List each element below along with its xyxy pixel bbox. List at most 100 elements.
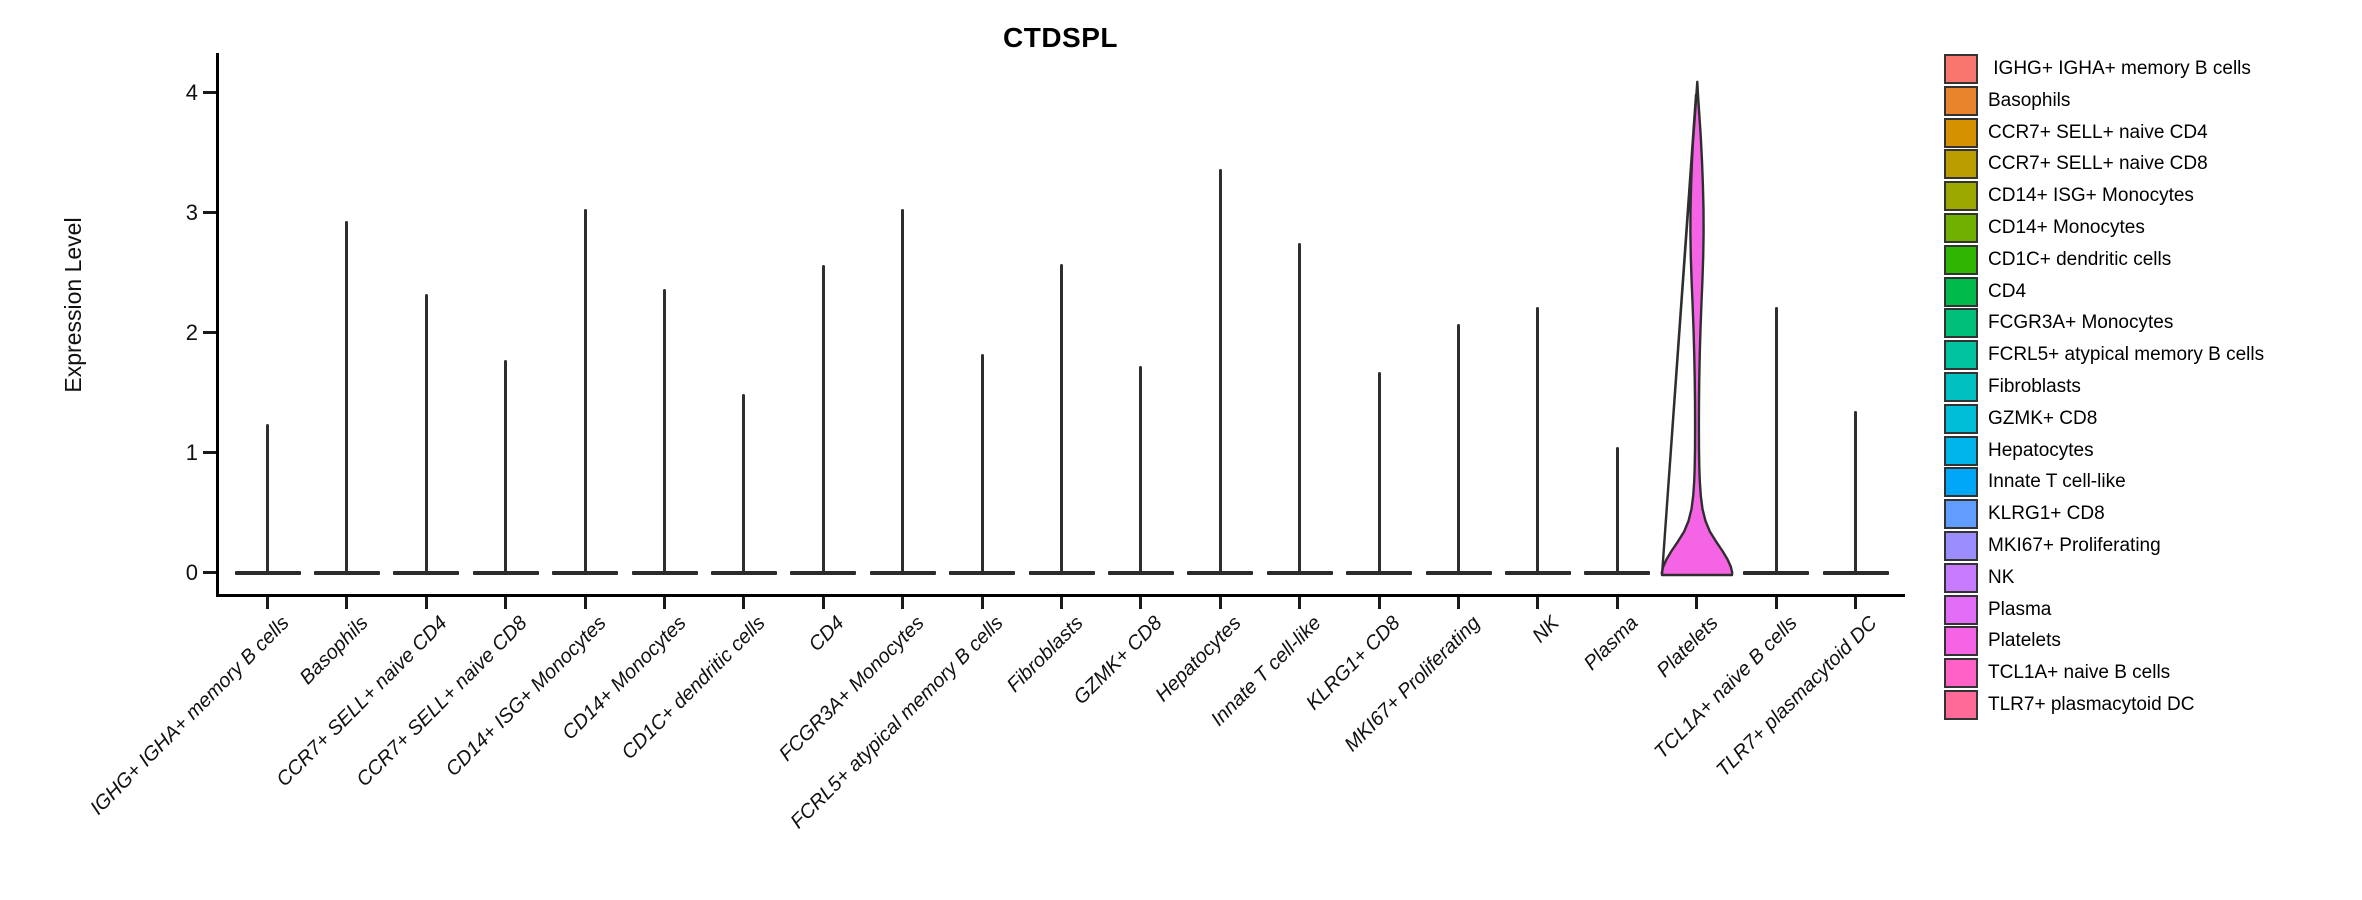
x-tick-mark [1695,597,1699,609]
violin-zero-bar [393,570,460,575]
violin-max-spike [1218,169,1222,573]
x-tick-mark [1774,597,1778,609]
legend-item-label: FCGR3A+ Monocytes [1988,312,2174,334]
legend-item-label: TCL1A+ naive B cells [1988,662,2171,684]
y-axis-line [216,53,219,596]
legend-swatch [1944,244,1978,275]
legend-item-label: IGHG+ IGHA+ memory B cells [1988,58,2251,79]
legend-swatch [1944,626,1978,657]
y-tick-label: 2 [185,319,198,345]
violin-platelets-shape [1660,80,1734,577]
y-tick-label: 1 [185,439,198,465]
legend-item-label: Innate T cell-like [1988,471,2126,493]
violin-zero-bar [472,570,539,575]
legend-swatch [1944,181,1978,212]
violin-max-spike [1615,446,1619,573]
violin-max-spike [1854,410,1857,573]
legend-item-label: KLRG1+ CD8 [1988,503,2105,525]
y-tick-label: 4 [185,79,198,105]
violin-zero-bar [1028,570,1095,575]
violin-zero-bar [1584,570,1651,575]
legend-item-label: CD14+ Monocytes [1988,217,2145,238]
legend-swatch [1944,117,1978,148]
x-tick-mark [345,597,349,609]
violin-platelets [1660,80,1734,577]
legend-item-label: NK [1988,566,2015,588]
violin-max-spike [1377,372,1381,573]
y-tick-mark [203,571,216,574]
x-tick-mark [504,597,508,609]
y-tick-mark [203,91,216,94]
x-tick-mark [1218,597,1222,609]
legend-item-label: CD1C+ dendritic cells [1988,248,2172,270]
legend-swatch [1944,54,1978,84]
violin-max-spike [345,220,349,573]
legend-swatch [1944,213,1978,243]
legend-item-label: MKI67+ Proliferating [1988,535,2161,556]
violin-zero-bar [631,570,698,575]
legend-swatch [1944,658,1978,689]
legend-swatch [1944,690,1978,720]
x-tick-mark [583,597,587,609]
legend-swatch [1944,435,1978,466]
x-axis-line [216,594,1905,597]
violin-max-spike [583,208,587,573]
x-tick-label: IGHG+ IGHA+ memory B cells [81,612,294,824]
x-tick-mark [1298,597,1302,609]
x-tick-mark [663,597,666,609]
violin-zero-bar [949,570,1016,575]
x-tick-mark [1139,597,1143,609]
legend-item-label: Plasma [1988,598,2052,620]
legend-item-label: TLR7+ plasmacytoid DC [1988,694,2195,715]
violin-max-spike [504,360,508,573]
violin-zero-bar [1504,570,1571,575]
violin-zero-bar [1107,570,1174,575]
x-tick-mark [1536,597,1540,609]
violin-zero-bar [234,570,301,575]
legend-item-label: CD14+ ISG+ Monocytes [1988,185,2194,207]
violin-max-spike [1774,307,1778,573]
legend-swatch [1944,403,1978,434]
violin-max-spike [1457,324,1460,573]
violin-zero-bar [1822,570,1889,575]
y-axis-title: Expression Level [60,217,86,393]
violin-max-spike [1139,366,1143,573]
legend-item-label: GZMK+ CD8 [1988,407,2098,429]
legend-item-label: CCR7+ SELL+ naive CD8 [1988,153,2208,175]
legend-swatch [1944,562,1978,593]
violin-zero-bar [1425,570,1492,575]
x-tick-mark [980,597,984,609]
y-tick-mark [203,451,216,454]
x-tick-mark [424,597,428,609]
violin-max-spike [980,354,984,573]
violin-max-spike [1298,242,1302,573]
x-tick-mark [1457,597,1460,609]
violin-zero-bar [790,570,857,575]
x-tick-mark [742,597,746,609]
y-tick-label: 3 [185,199,198,225]
x-tick-mark [901,597,905,609]
x-tick-mark [1854,597,1857,609]
legend-item-label: CD4 [1988,280,2027,302]
x-tick-mark [821,597,825,609]
legend-item-label: CCR7+ SELL+ naive CD4 [1988,121,2208,143]
x-tick-mark [266,597,269,609]
legend-swatch [1944,149,1978,180]
violin-max-spike [663,289,666,573]
x-tick-mark [1615,597,1619,609]
y-tick-label: 0 [185,559,198,585]
violin-max-spike [821,265,825,573]
x-tick-mark [1060,597,1063,609]
violin-zero-bar [552,570,619,575]
x-tick-mark [1377,597,1381,609]
legend-item-label: Hepatocytes [1988,439,2094,461]
violin-zero-bar [1187,570,1254,575]
violin-zero-bar [313,570,380,575]
legend-swatch [1944,499,1978,530]
violin-zero-bar [869,570,936,575]
legend-swatch [1944,531,1978,561]
violin-max-spike [901,208,905,573]
violin-zero-bar [1346,570,1413,575]
legend-item-label: Basophils [1988,89,2071,111]
